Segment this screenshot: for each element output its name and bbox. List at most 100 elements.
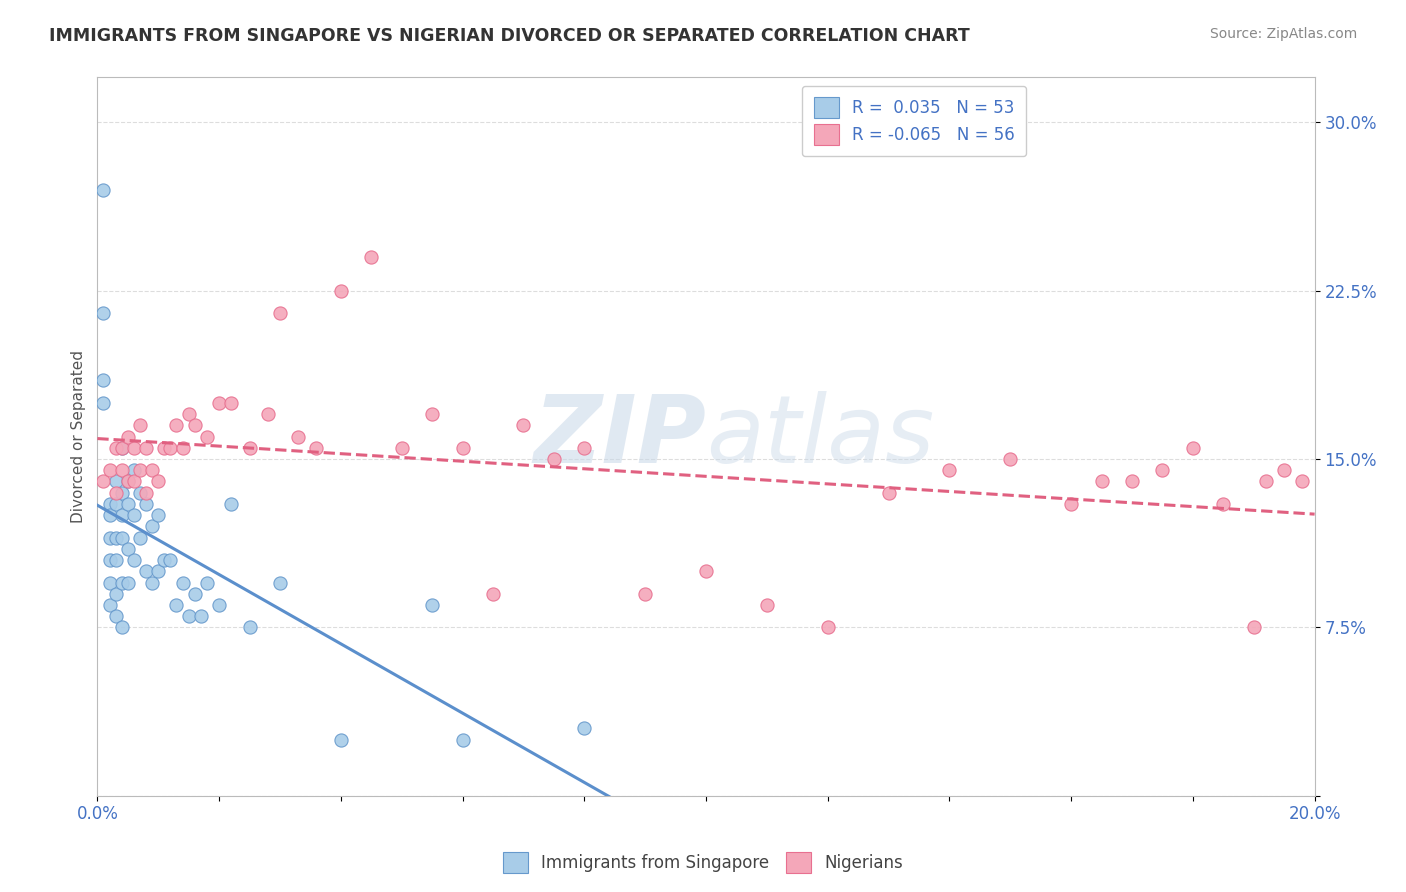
- Point: [574, 722, 596, 736]
- Point: [93, 374, 115, 388]
- Point: [135, 441, 157, 455]
- Point: [98, 598, 121, 612]
- Text: atlas: atlas: [706, 391, 934, 482]
- Point: [420, 598, 443, 612]
- Point: [104, 531, 127, 545]
- Point: [148, 508, 170, 523]
- Point: [159, 441, 181, 455]
- Point: [135, 564, 157, 578]
- Point: [938, 463, 960, 477]
- Point: [877, 485, 900, 500]
- Point: [135, 497, 157, 511]
- Point: [183, 418, 205, 433]
- Point: [122, 553, 145, 567]
- Point: [98, 553, 121, 567]
- Point: [287, 429, 309, 443]
- Point: [1181, 441, 1204, 455]
- Point: [104, 485, 127, 500]
- Point: [111, 485, 134, 500]
- Point: [451, 732, 474, 747]
- Point: [512, 418, 534, 433]
- Point: [177, 407, 200, 421]
- Point: [208, 396, 231, 410]
- Point: [98, 508, 121, 523]
- Point: [111, 531, 134, 545]
- Point: [111, 620, 134, 634]
- Text: IMMIGRANTS FROM SINGAPORE VS NIGERIAN DIVORCED OR SEPARATED CORRELATION CHART: IMMIGRANTS FROM SINGAPORE VS NIGERIAN DI…: [49, 27, 970, 45]
- Point: [141, 575, 163, 590]
- Point: [190, 609, 212, 624]
- Point: [104, 441, 127, 455]
- Point: [420, 407, 443, 421]
- Point: [122, 475, 145, 489]
- Point: [117, 575, 139, 590]
- Point: [1121, 475, 1143, 489]
- Point: [1090, 475, 1112, 489]
- Point: [104, 553, 127, 567]
- Point: [98, 497, 121, 511]
- Point: [129, 485, 152, 500]
- Point: [172, 441, 194, 455]
- Point: [98, 531, 121, 545]
- Point: [166, 418, 188, 433]
- Point: [755, 598, 778, 612]
- Point: [1000, 452, 1022, 467]
- Point: [219, 396, 242, 410]
- Point: [695, 564, 717, 578]
- Point: [1152, 463, 1174, 477]
- Point: [104, 475, 127, 489]
- Point: [111, 441, 134, 455]
- Point: [817, 620, 839, 634]
- Point: [329, 732, 352, 747]
- Point: [195, 429, 218, 443]
- Point: [93, 475, 115, 489]
- Point: [183, 587, 205, 601]
- Point: [104, 609, 127, 624]
- Point: [574, 441, 596, 455]
- Point: [238, 620, 260, 634]
- Point: [269, 575, 291, 590]
- Y-axis label: Divorced or Separated: Divorced or Separated: [72, 350, 86, 523]
- Point: [1243, 620, 1265, 634]
- Point: [135, 485, 157, 500]
- Point: [129, 531, 152, 545]
- Text: Source: ZipAtlas.com: Source: ZipAtlas.com: [1209, 27, 1357, 41]
- Point: [104, 497, 127, 511]
- Point: [1212, 497, 1234, 511]
- Point: [172, 575, 194, 590]
- Point: [129, 418, 152, 433]
- Point: [219, 497, 242, 511]
- Point: [177, 609, 200, 624]
- Point: [208, 598, 231, 612]
- Point: [195, 575, 218, 590]
- Point: [148, 475, 170, 489]
- Point: [93, 396, 115, 410]
- Point: [482, 587, 505, 601]
- Point: [256, 407, 278, 421]
- Point: [93, 306, 115, 320]
- Point: [129, 463, 152, 477]
- Point: [166, 598, 188, 612]
- Point: [122, 441, 145, 455]
- Point: [111, 575, 134, 590]
- Point: [93, 183, 115, 197]
- Point: [1291, 475, 1313, 489]
- Text: ZIP: ZIP: [533, 391, 706, 483]
- Point: [117, 475, 139, 489]
- Point: [238, 441, 260, 455]
- Point: [159, 553, 181, 567]
- Point: [122, 508, 145, 523]
- Point: [543, 452, 565, 467]
- Point: [117, 429, 139, 443]
- Point: [153, 441, 176, 455]
- Point: [451, 441, 474, 455]
- Point: [98, 575, 121, 590]
- Point: [111, 463, 134, 477]
- Point: [111, 441, 134, 455]
- Point: [329, 284, 352, 298]
- Point: [104, 587, 127, 601]
- Point: [117, 497, 139, 511]
- Point: [117, 475, 139, 489]
- Point: [269, 306, 291, 320]
- Point: [111, 508, 134, 523]
